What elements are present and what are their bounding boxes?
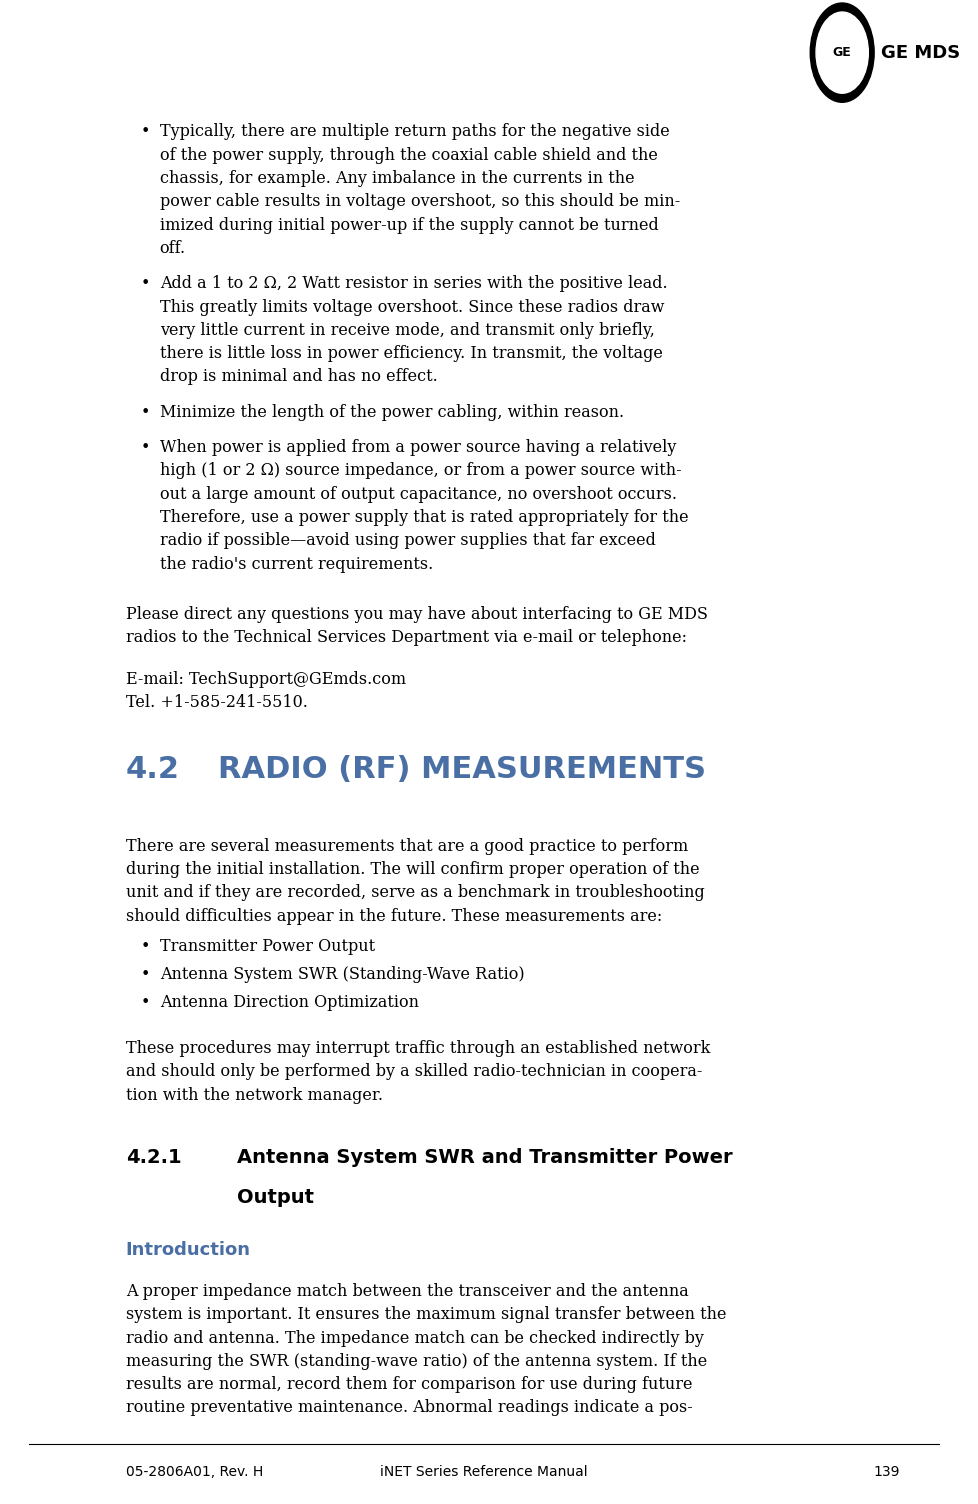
Text: radio and antenna. The impedance match can be checked indirectly by: radio and antenna. The impedance match c… [126,1330,703,1346]
Circle shape [810,3,873,102]
Text: the radio's current requirements.: the radio's current requirements. [159,555,432,573]
Text: tion with the network manager.: tion with the network manager. [126,1086,382,1104]
Text: Antenna System SWR and Transmitter Power: Antenna System SWR and Transmitter Power [237,1148,733,1167]
Text: Introduction: Introduction [126,1241,250,1259]
Text: measuring the SWR (standing-wave ratio) of the antenna system. If the: measuring the SWR (standing-wave ratio) … [126,1354,706,1370]
Text: There are several measurements that are a good practice to perform: There are several measurements that are … [126,838,688,854]
Text: E-mail: TechSupport@GEmds.com: E-mail: TechSupport@GEmds.com [126,671,406,687]
Text: and should only be performed by a skilled radio-technician in coopera-: and should only be performed by a skille… [126,1063,701,1080]
Text: power cable results in voltage overshoot, so this should be min-: power cable results in voltage overshoot… [159,193,680,211]
Text: Antenna System SWR (Standing-Wave Ratio): Antenna System SWR (Standing-Wave Ratio) [159,966,524,984]
Text: Antenna Direction Optimization: Antenna Direction Optimization [159,994,419,1011]
Text: Minimize the length of the power cabling, within reason.: Minimize the length of the power cabling… [159,403,623,421]
Text: during the initial installation. The will confirm proper operation of the: during the initial installation. The wil… [126,860,698,878]
Text: When power is applied from a power source having a relatively: When power is applied from a power sourc… [159,439,676,456]
Text: •: • [140,994,150,1011]
Text: drop is minimal and has no effect.: drop is minimal and has no effect. [159,368,437,385]
Text: •: • [140,966,150,984]
Text: Transmitter Power Output: Transmitter Power Output [159,938,375,955]
Text: Typically, there are multiple return paths for the negative side: Typically, there are multiple return pat… [159,123,669,140]
Text: radio if possible—avoid using power supplies that far exceed: radio if possible—avoid using power supp… [159,532,655,549]
Text: •: • [140,275,150,292]
Text: Add a 1 to 2 Ω, 2 Watt resistor in series with the positive lead.: Add a 1 to 2 Ω, 2 Watt resistor in serie… [159,275,667,292]
Text: routine preventative maintenance. Abnormal readings indicate a pos-: routine preventative maintenance. Abnorm… [126,1399,691,1417]
Text: •: • [140,938,150,955]
Text: out a large amount of output capacitance, no overshoot occurs.: out a large amount of output capacitance… [159,486,676,502]
Text: system is important. It ensures the maximum signal transfer between the: system is important. It ensures the maxi… [126,1305,726,1324]
Text: Output: Output [237,1188,314,1208]
Text: These procedures may interrupt traffic through an established network: These procedures may interrupt traffic t… [126,1039,709,1057]
Text: there is little loss in power efficiency. In transmit, the voltage: there is little loss in power efficiency… [159,344,662,362]
Text: iNET Series Reference Manual: iNET Series Reference Manual [379,1465,587,1478]
Text: RADIO (RF) MEASUREMENTS: RADIO (RF) MEASUREMENTS [217,755,705,784]
Text: 05-2806A01, Rev. H: 05-2806A01, Rev. H [126,1465,263,1478]
Text: chassis, for example. Any imbalance in the currents in the: chassis, for example. Any imbalance in t… [159,170,634,186]
Text: GE: GE [832,47,851,59]
Text: GE MDS: GE MDS [880,44,959,62]
Text: •: • [140,439,150,456]
Text: of the power supply, through the coaxial cable shield and the: of the power supply, through the coaxial… [159,146,657,164]
Text: 4.2.1: 4.2.1 [126,1148,181,1167]
Circle shape [816,12,867,93]
Text: Therefore, use a power supply that is rated appropriately for the: Therefore, use a power supply that is ra… [159,508,688,526]
Text: Tel. +1-585-241-5510.: Tel. +1-585-241-5510. [126,693,307,711]
Text: 139: 139 [873,1465,900,1478]
Text: off.: off. [159,239,186,257]
Text: •: • [140,123,150,140]
Text: very little current in receive mode, and transmit only briefly,: very little current in receive mode, and… [159,322,654,338]
Text: 4.2: 4.2 [126,755,180,784]
Text: unit and if they are recorded, serve as a benchmark in troubleshooting: unit and if they are recorded, serve as … [126,884,704,901]
Text: Please direct any questions you may have about interfacing to GE MDS: Please direct any questions you may have… [126,606,707,623]
Text: •: • [140,403,150,421]
Text: should difficulties appear in the future. These measurements are:: should difficulties appear in the future… [126,907,661,925]
Text: A proper impedance match between the transceiver and the antenna: A proper impedance match between the tra… [126,1283,688,1299]
Text: high (1 or 2 Ω) source impedance, or from a power source with-: high (1 or 2 Ω) source impedance, or fro… [159,462,681,480]
Text: radios to the Technical Services Department via e-mail or telephone:: radios to the Technical Services Departm… [126,629,687,647]
Text: results are normal, record them for comparison for use during future: results are normal, record them for comp… [126,1376,691,1393]
Text: imized during initial power-up if the supply cannot be turned: imized during initial power-up if the su… [159,217,658,233]
Text: This greatly limits voltage overshoot. Since these radios draw: This greatly limits voltage overshoot. S… [159,298,663,316]
